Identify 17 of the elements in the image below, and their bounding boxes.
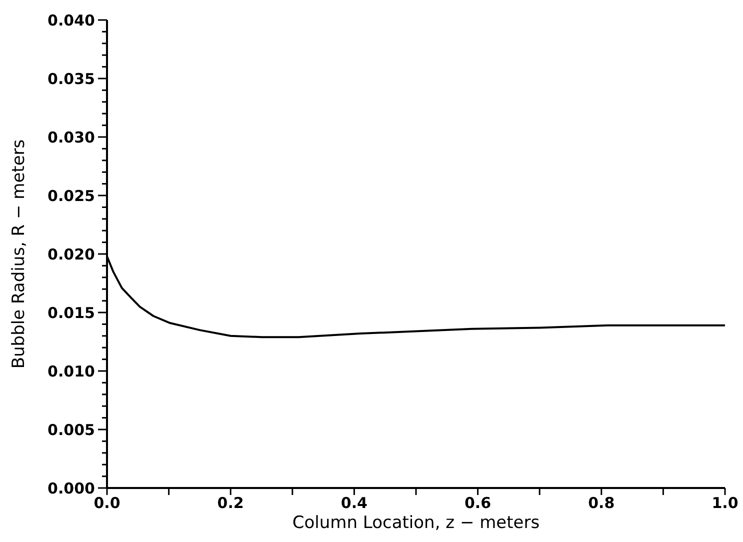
x-axis-title: Column Location, z − meters xyxy=(292,513,540,533)
y-axis-title: Bubble Radius, R − meters xyxy=(9,139,29,369)
y-tick-label: 0.030 xyxy=(48,128,95,146)
x-tick-label: 0.2 xyxy=(217,494,244,512)
x-tick-label: 1.0 xyxy=(712,494,738,512)
y-tick-label: 0.020 xyxy=(48,245,95,264)
y-tick-label: 0.015 xyxy=(48,304,95,322)
x-tick-label: 0.4 xyxy=(340,494,368,512)
x-tick-label: 0.0 xyxy=(94,494,120,512)
x-tick-label: 0.6 xyxy=(464,494,492,512)
y-tick-label: 0.010 xyxy=(48,362,95,380)
x-tick-label: 0.8 xyxy=(588,494,615,512)
y-tick-label: 0.005 xyxy=(48,420,95,439)
y-tick-label: 0.000 xyxy=(48,479,95,498)
y-tick-label: 0.035 xyxy=(48,70,95,88)
y-tick-label: 0.025 xyxy=(48,186,95,205)
y-tick-label: 0.040 xyxy=(48,11,95,30)
